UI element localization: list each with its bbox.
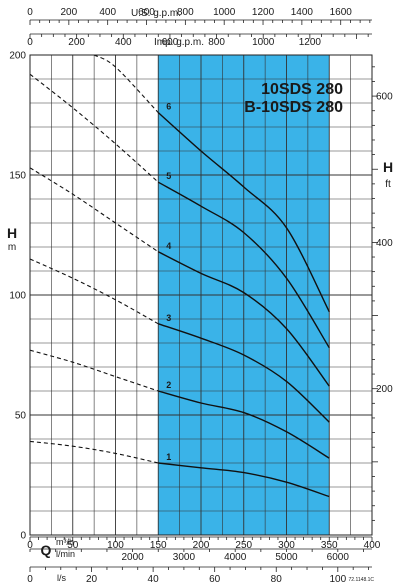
curve-5-dashed xyxy=(29,73,159,183)
curve-label-3: 3 xyxy=(166,313,171,323)
q-axis-label: Q xyxy=(41,542,52,558)
m3h-tick-label: 350 xyxy=(321,540,338,551)
impgpm-tick-label: 1000 xyxy=(252,37,275,48)
curve-4-dashed xyxy=(29,167,159,253)
usgpm-tick-label: 400 xyxy=(99,7,116,18)
m3h-tick-label: 0 xyxy=(27,540,33,551)
impgpm-tick-label: 0 xyxy=(27,37,33,48)
ls-tick-label: 60 xyxy=(209,574,221,585)
impgpm-axis-label: Imp. g.p.m. xyxy=(154,37,204,48)
m3h-tick-label: 300 xyxy=(278,540,295,551)
curve-1 xyxy=(158,462,330,498)
curve-label-4: 4 xyxy=(166,241,171,251)
curve-6-dashed xyxy=(93,54,159,113)
m3h-tick-label: 200 xyxy=(193,540,210,551)
left-tick-label: 0 xyxy=(20,531,26,542)
right-axis-unit: ft xyxy=(385,179,391,190)
ls-tick-label: 80 xyxy=(271,574,283,585)
m3h-unit-label: m³/h xyxy=(56,537,74,547)
m3h-tick-label: 250 xyxy=(235,540,252,551)
ls-tick-label: 0 xyxy=(27,574,33,585)
lmin-tick-label: 2000 xyxy=(121,552,144,563)
curve-6 xyxy=(157,112,330,313)
right-tick-label: 400 xyxy=(376,238,393,249)
usgpm-tick-label: 600 xyxy=(138,7,155,18)
m3h-tick-label: 400 xyxy=(364,540,381,551)
left-tick-label: 200 xyxy=(9,51,26,62)
left-axis-label: H xyxy=(7,225,17,241)
curve-2-dashed xyxy=(29,349,159,392)
curve-label-2: 2 xyxy=(166,380,171,390)
ls-tick-label: 20 xyxy=(86,574,98,585)
chart-title-line-1: 10SDS 280 xyxy=(261,81,343,98)
catalog-code: 72.1148.1C xyxy=(349,577,375,583)
chart-title-line-2: B-10SDS 280 xyxy=(244,99,343,116)
m3h-tick-label: 50 xyxy=(67,540,79,551)
left-tick-label: 50 xyxy=(15,411,27,422)
curve-3 xyxy=(158,323,330,423)
curve-5 xyxy=(157,181,330,349)
curve-4 xyxy=(157,251,330,387)
left-tick-label: 150 xyxy=(9,171,26,182)
usgpm-tick-label: 200 xyxy=(60,7,77,18)
impgpm-tick-label: 600 xyxy=(162,37,179,48)
impgpm-tick-label: 200 xyxy=(68,37,85,48)
usgpm-tick-label: 1600 xyxy=(330,7,353,18)
usgpm-axis-label: U.S. g.p.m. xyxy=(131,8,181,19)
curve-label-5: 5 xyxy=(166,171,171,181)
left-axis-unit: m xyxy=(8,242,16,253)
m3h-tick-label: 100 xyxy=(107,540,124,551)
plot-frame xyxy=(29,54,373,536)
curve-3-dashed xyxy=(29,258,159,325)
lmin-tick-label: 6000 xyxy=(327,552,350,563)
curve-2 xyxy=(158,390,330,459)
right-tick-label: 600 xyxy=(376,92,393,103)
left-tick-label: 100 xyxy=(9,291,26,302)
m3h-tick-label: 150 xyxy=(150,540,167,551)
lmin-tick-label: 4000 xyxy=(224,552,247,563)
right-axis-label: H xyxy=(383,159,393,175)
impgpm-tick-label: 1200 xyxy=(299,37,322,48)
curve-label-6: 6 xyxy=(166,102,171,112)
usgpm-tick-label: 800 xyxy=(177,7,194,18)
lmin-tick-label: 5000 xyxy=(275,552,298,563)
usgpm-tick-label: 1400 xyxy=(291,7,314,18)
impgpm-tick-label: 400 xyxy=(115,37,132,48)
usgpm-tick-label: 0 xyxy=(27,7,33,18)
usgpm-tick-label: 1000 xyxy=(213,7,236,18)
curves: 1 2 3 4 5 6 xyxy=(29,54,330,498)
lmin-unit-label: l/min xyxy=(56,549,75,559)
right-tick-label: 200 xyxy=(376,384,393,395)
ls-tick-label: 40 xyxy=(148,574,160,585)
ls-tick-label: 100 xyxy=(329,574,346,585)
usgpm-tick-label: 1200 xyxy=(252,7,275,18)
ls-unit-label: l/s xyxy=(57,573,67,583)
lmin-tick-label: 3000 xyxy=(173,552,196,563)
impgpm-tick-label: 800 xyxy=(208,37,225,48)
grid-lines xyxy=(30,55,372,535)
curve-label-1: 1 xyxy=(166,452,171,462)
curve-1-dashed xyxy=(29,440,159,464)
